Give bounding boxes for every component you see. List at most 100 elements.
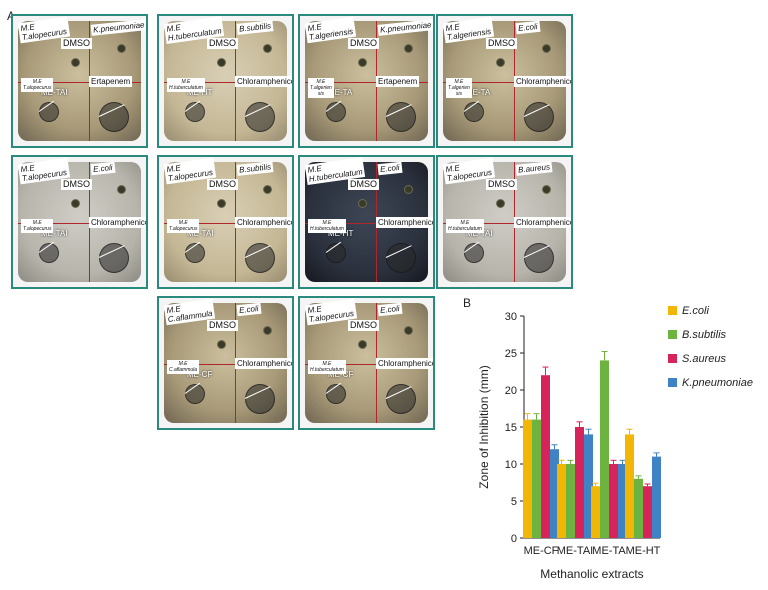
paper-disc	[542, 44, 551, 53]
petri-plate-7: M.E H.tuberculatum E.coli DMSO Chlorampheni…	[298, 155, 435, 289]
small-extract-label: M.E T.algerien sis	[446, 78, 472, 98]
inhibition-zone	[386, 384, 416, 414]
red-quadrant-line-h	[164, 82, 287, 83]
petri-plate-8: M.E T.alopecurus B.aureus DMSO Chlorampheni…	[436, 155, 573, 289]
paper-disc	[496, 199, 505, 208]
extract-label: ME-CF	[187, 370, 213, 379]
bar-Saureus-ME-TA	[609, 464, 618, 538]
inhibition-zone	[524, 102, 554, 132]
antibiotic-label: Chloramphenicol	[376, 358, 433, 369]
red-quadrant-line-h	[18, 223, 141, 224]
small-extract-label: M.E H.tuberculatum	[446, 219, 484, 233]
y-tick-label: 20	[505, 385, 517, 397]
inhibition-zone	[245, 102, 275, 132]
paper-disc	[263, 44, 272, 53]
paper-disc	[404, 326, 413, 335]
extract-label: ME-HT	[187, 88, 213, 97]
x-tick-label: ME-HT	[626, 545, 661, 557]
bar-Kpneumoniae-ME-HT	[652, 456, 661, 538]
small-extract-label: M.E T.algerien sis	[308, 78, 334, 98]
antibiotic-label: Chloramphenicol	[514, 217, 571, 228]
small-extract-label: M.E T.alopecurus	[21, 219, 54, 233]
antibiotic-label: Chloramphenicol	[235, 217, 292, 228]
red-quadrant-line-h	[164, 364, 287, 365]
paper-disc	[404, 185, 413, 194]
extract-label: ME-TAI	[41, 88, 68, 97]
small-extract-label: M.E T.alopecurus	[21, 78, 54, 92]
small-extract-label: M.E H.tuberculatum	[308, 219, 346, 233]
petri-plate-2: M.E H.tuberculatum B.subtilis DMSO Chloramp…	[157, 14, 294, 148]
antibiotic-label: Chloramphenicol	[235, 76, 292, 87]
antibiotic-label: Chloramphenicol	[89, 217, 146, 228]
paper-disc	[117, 44, 126, 53]
y-axis-title: Zone of Inhibition (mm)	[477, 365, 491, 488]
paper-disc	[217, 340, 226, 349]
small-extract-label: M.E T.alopecurus	[167, 219, 200, 233]
dmso-label: DMSO	[207, 320, 238, 331]
bar-Ecoli-ME-HT	[625, 434, 634, 538]
extract-label: ME-HT	[328, 229, 354, 238]
petri-plate-10: M.E T.alopecurus E.coli DMSO Chloramphenico…	[298, 296, 435, 430]
paper-disc	[71, 199, 80, 208]
antibiotic-label: Ertapenem	[89, 76, 133, 87]
small-extract-label: M.E C.aflammula	[167, 360, 200, 374]
y-tick-label: 30	[505, 311, 517, 323]
inhibition-zone	[99, 243, 129, 273]
red-quadrant-line-h	[305, 364, 428, 365]
red-quadrant-line-h	[305, 82, 428, 83]
y-tick-label: 15	[505, 422, 517, 434]
inhibition-zone	[245, 384, 275, 414]
bar-Ecoli-ME-TAI	[557, 464, 566, 538]
bar-Kpneumoniae-ME-TA	[618, 464, 627, 538]
dmso-label: DMSO	[61, 38, 92, 49]
red-quadrant-line-h	[443, 82, 566, 83]
panel-b-letter: B	[463, 296, 472, 310]
bar-Bsubtilis-ME-HT	[634, 478, 643, 538]
legend-swatch	[668, 378, 677, 387]
extract-label: ME-TAI	[466, 229, 493, 238]
paper-disc	[217, 58, 226, 67]
petri-plate-4: M.E T.algeriensis E.coli DMSO Chloramphenic…	[436, 14, 573, 148]
extract-label: ME-TA	[466, 88, 491, 97]
bar-Bsubtilis-ME-CF	[532, 419, 541, 538]
y-tick-label: 25	[505, 348, 517, 360]
extract-label: ME-TAI	[187, 229, 214, 238]
x-tick-label: ME-TA	[592, 545, 626, 557]
inhibition-zone	[524, 243, 554, 273]
dmso-label: DMSO	[61, 179, 92, 190]
paper-disc	[496, 58, 505, 67]
paper-disc	[71, 58, 80, 67]
extract-label: ME-TA	[328, 88, 353, 97]
y-tick-label: 5	[511, 496, 517, 508]
dmso-label: DMSO	[486, 179, 517, 190]
inhibition-zone	[245, 243, 275, 273]
bar-Kpneumoniae-ME-CF	[550, 449, 559, 538]
dmso-label: DMSO	[207, 179, 238, 190]
bar-Bsubtilis-ME-TA	[600, 360, 609, 538]
inhibition-zone	[386, 243, 416, 273]
x-tick-label: ME-CF	[524, 545, 559, 557]
legend-swatch	[668, 306, 677, 315]
antibiotic-label: Chloramphenicol	[376, 217, 433, 228]
bar-Saureus-ME-TAI	[575, 427, 584, 538]
paper-disc	[217, 199, 226, 208]
paper-disc	[117, 185, 126, 194]
paper-disc	[358, 58, 367, 67]
inhibition-zone	[386, 102, 416, 132]
paper-disc	[358, 199, 367, 208]
bar-Saureus-ME-CF	[541, 375, 550, 538]
dmso-label: DMSO	[348, 320, 379, 331]
petri-plate-1: M.E T.alopecurus K.pneumoniae DMSO Ertapene…	[11, 14, 148, 148]
red-quadrant-line-h	[443, 223, 566, 224]
paper-disc	[263, 326, 272, 335]
legend-label: B.subtilis	[682, 329, 727, 341]
antibiotic-label: Chloramphenicol	[514, 76, 571, 87]
paper-disc	[263, 185, 272, 194]
dmso-label: DMSO	[348, 179, 379, 190]
bar-Bsubtilis-ME-TAI	[566, 464, 575, 538]
inhibition-zone	[99, 102, 129, 132]
bar-Ecoli-ME-TA	[591, 486, 600, 538]
y-tick-label: 0	[511, 533, 517, 545]
dmso-label: DMSO	[486, 38, 517, 49]
